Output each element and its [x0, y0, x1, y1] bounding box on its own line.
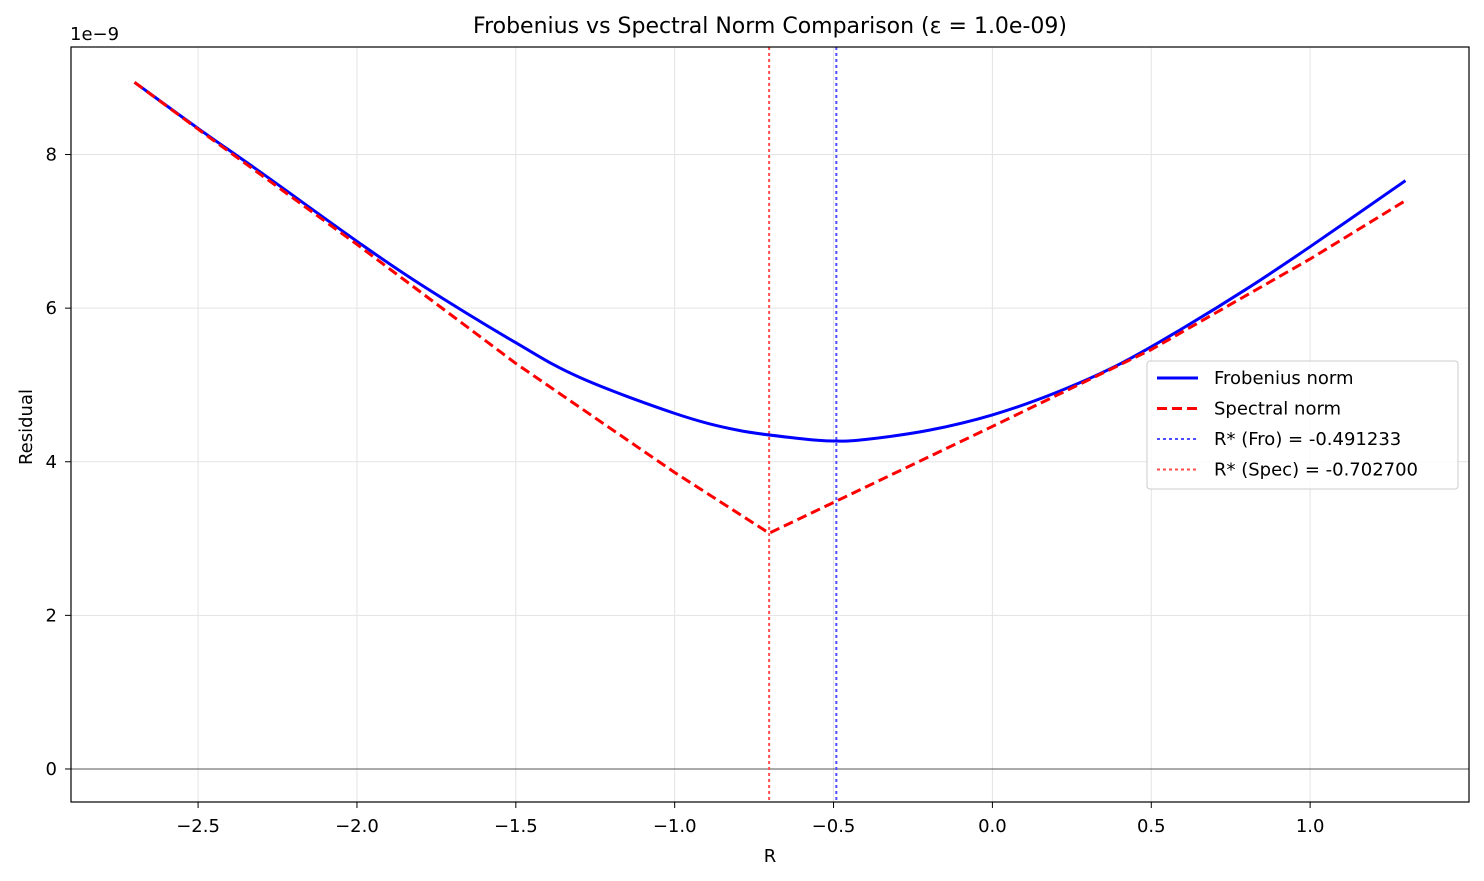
x-tick-label: −0.5	[812, 816, 856, 837]
x-tick-label: 0.0	[978, 816, 1007, 837]
y-axis-scale-label: 1e−9	[70, 24, 119, 45]
x-tick-label: −1.5	[494, 816, 538, 837]
x-tick-label: 0.5	[1137, 816, 1166, 837]
series-layer	[133, 81, 1407, 535]
x-tick-label: −2.5	[176, 816, 220, 837]
y-tick-label: 2	[46, 605, 57, 626]
legend-label: R* (Spec) = -0.702700	[1214, 460, 1418, 481]
legend-label: Spectral norm	[1214, 399, 1341, 420]
x-tick-label: 1.0	[1296, 816, 1325, 837]
chart-title: Frobenius vs Spectral Norm Comparison (ε…	[473, 14, 1067, 39]
legend: Frobenius norm Spectral norm R* (Fro) = -0…	[1146, 360, 1459, 490]
spectral-norm-line	[133, 81, 1407, 535]
legend-box	[1146, 360, 1459, 490]
y-tick-label: 4	[46, 452, 57, 473]
y-tick-label: 8	[46, 145, 57, 166]
y-axis-label: Residual	[16, 389, 37, 465]
legend-label: R* (Fro) = -0.491233	[1214, 429, 1401, 450]
plot-frame	[70, 46, 1470, 803]
x-axis-label: R	[764, 846, 777, 867]
tick-layer: −2.5 −2.0 −1.5 −1.0 −0.5 0.0 0.5 1.0 0 2 4 6 8	[46, 145, 1325, 837]
reference-lines-layer	[768, 47, 838, 802]
x-tick-label: −1.0	[653, 816, 697, 837]
frobenius-norm-line	[133, 81, 1407, 443]
y-tick-label: 0	[46, 759, 57, 780]
legend-label: Frobenius norm	[1214, 368, 1354, 389]
y-tick-label: 6	[46, 298, 57, 319]
legend-items: Frobenius norm Spectral norm R* (Fro) = -0…	[1157, 368, 1418, 481]
x-tick-label: −2.0	[335, 816, 379, 837]
